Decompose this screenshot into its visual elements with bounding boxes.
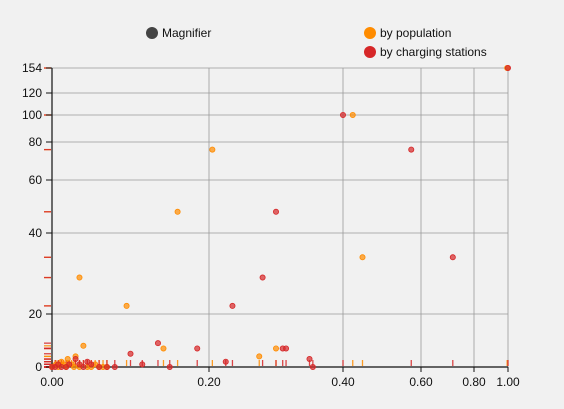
y-tick-label-20: 20 bbox=[29, 307, 43, 321]
point-by-charging-stations-12 bbox=[103, 363, 110, 370]
x-tick-label-0.80: 0.80 bbox=[462, 375, 486, 389]
point-by-charging-stations-14 bbox=[127, 350, 134, 357]
y-tick-label-80: 80 bbox=[29, 135, 43, 149]
point-by-charging-stations-26 bbox=[309, 363, 316, 370]
x-tick-label-1.00: 1.00 bbox=[496, 375, 520, 389]
y-tick-label-154: 154 bbox=[22, 61, 42, 75]
point-by-population-22 bbox=[209, 146, 216, 153]
point-by-charging-stations-15 bbox=[139, 361, 146, 368]
point-by-charging-stations-27 bbox=[339, 112, 346, 119]
point-by-charging-stations-16 bbox=[154, 340, 161, 347]
point-by-charging-stations-24 bbox=[283, 345, 290, 352]
x-tick-label-0.20: 0.20 bbox=[197, 375, 221, 389]
legend-item-charging-stations[interactable]: by charging stations bbox=[364, 45, 487, 59]
point-by-population-21 bbox=[174, 208, 181, 215]
point-by-population-23 bbox=[256, 353, 263, 360]
y-tick-label-120: 120 bbox=[22, 86, 42, 100]
point-by-charging-stations-21 bbox=[259, 274, 266, 281]
grid bbox=[52, 67, 509, 367]
point-by-charging-stations-20 bbox=[229, 302, 236, 309]
point-by-charging-stations-29 bbox=[449, 254, 456, 261]
point-by-charging-stations-17 bbox=[166, 363, 173, 370]
point-by-charging-stations-25 bbox=[306, 356, 313, 363]
point-by-charging-stations-13 bbox=[111, 363, 118, 370]
point-by-charging-stations-11 bbox=[96, 363, 103, 370]
point-by-population-6 bbox=[64, 356, 71, 363]
point-by-population-11 bbox=[80, 342, 87, 349]
x-tick-label-0.40: 0.40 bbox=[331, 375, 355, 389]
point-by-population-20 bbox=[160, 345, 167, 352]
point-by-charging-stations-30 bbox=[504, 65, 511, 72]
point-by-charging-stations-19 bbox=[222, 358, 229, 365]
point-by-charging-stations-10 bbox=[88, 361, 95, 368]
x-tick-label-0.00: 0.00 bbox=[40, 375, 64, 389]
legend-label-charging-stations: by charging stations bbox=[380, 45, 487, 59]
point-by-charging-stations-6 bbox=[72, 356, 79, 363]
y-tick-label-40: 40 bbox=[29, 226, 43, 240]
legend-item-magnifier[interactable]: Magnifier bbox=[146, 26, 211, 40]
point-by-charging-stations-28 bbox=[408, 146, 415, 153]
y-tick-label-60: 60 bbox=[29, 173, 43, 187]
point-by-population-19 bbox=[123, 302, 130, 309]
x-tick-label-0.60: 0.60 bbox=[409, 375, 433, 389]
legend-label-population: by population bbox=[380, 26, 452, 40]
point-by-charging-stations-18 bbox=[194, 345, 201, 352]
point-by-population-8 bbox=[70, 363, 77, 370]
tick-labels: 0.00 0.20 0.40 0.60 0.80 1.00 0 20 40 60 80 100 120 1… bbox=[22, 61, 520, 389]
legend-label-magnifier: Magnifier bbox=[162, 26, 212, 40]
point-by-population-18 bbox=[76, 274, 83, 281]
point-by-charging-stations-22 bbox=[272, 208, 279, 215]
axes bbox=[46, 67, 509, 372]
point-by-population-25 bbox=[349, 112, 356, 119]
data-points bbox=[49, 65, 511, 370]
legend-dot-charging-stations bbox=[364, 46, 376, 58]
y-tick-label-0: 0 bbox=[35, 360, 42, 374]
point-by-charging-stations-5 bbox=[66, 361, 73, 368]
legend-dot-population bbox=[364, 27, 376, 39]
point-by-population-24 bbox=[272, 345, 279, 352]
legend-item-population[interactable]: by population bbox=[364, 26, 451, 40]
point-by-population-26 bbox=[359, 254, 366, 261]
y-tick-label-100: 100 bbox=[22, 108, 42, 122]
legend-dot-magnifier bbox=[146, 27, 158, 39]
rug-marks bbox=[44, 67, 509, 368]
point-by-charging-stations-8 bbox=[80, 363, 87, 370]
